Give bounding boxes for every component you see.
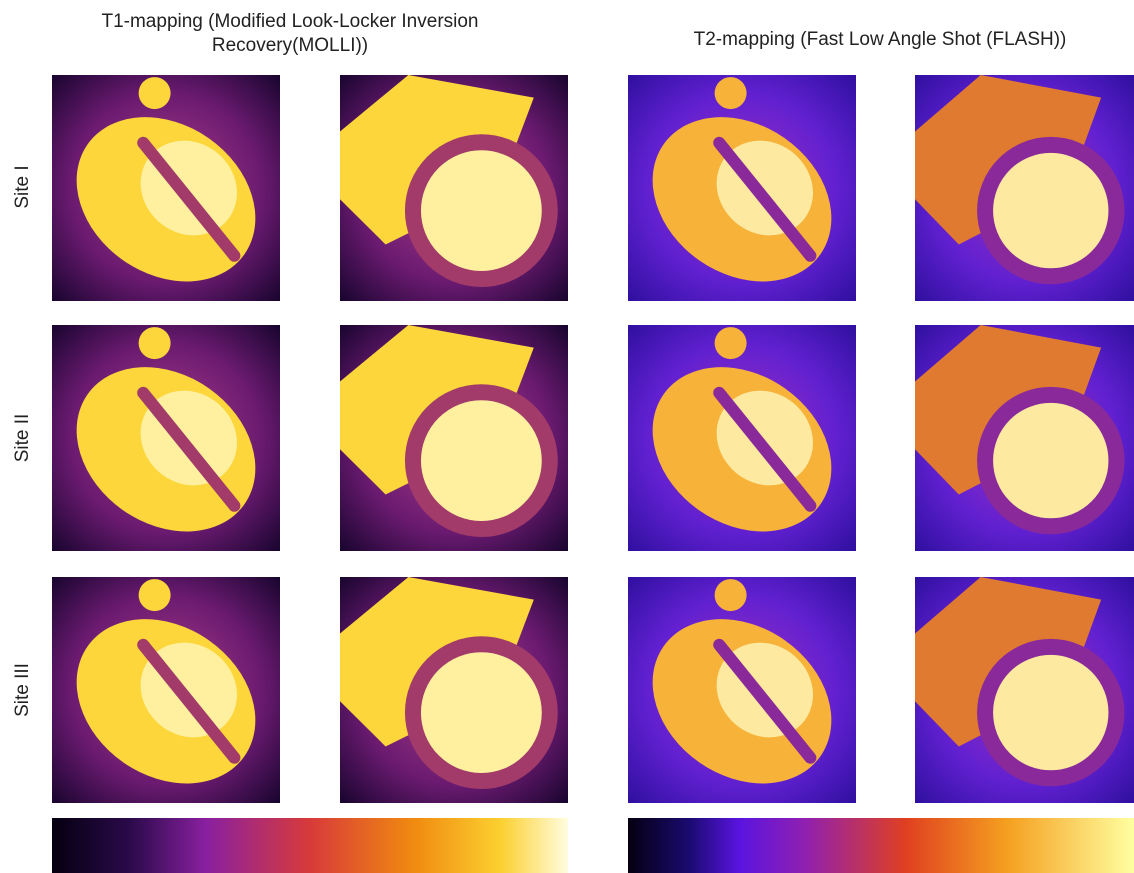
vessel — [138, 579, 171, 612]
row-label: Site II — [12, 414, 33, 463]
septum — [137, 386, 241, 512]
mri-image — [915, 75, 1134, 301]
myocardium — [404, 384, 558, 538]
mri-image — [628, 325, 856, 551]
septum — [713, 638, 817, 764]
mri-image — [340, 75, 568, 301]
colorbar — [628, 818, 1134, 873]
myocardium — [404, 636, 558, 790]
colorbar — [52, 818, 568, 873]
mri-image — [628, 577, 856, 803]
mri-image — [52, 75, 280, 301]
vessel — [714, 327, 747, 360]
vessel — [714, 77, 747, 110]
septum — [137, 136, 241, 262]
septum — [137, 638, 241, 764]
septum — [713, 386, 817, 512]
myocardium — [977, 386, 1125, 535]
mri-image — [52, 325, 280, 551]
row-label: Site III — [12, 663, 33, 717]
vessel — [138, 77, 171, 110]
column-title: Recovery(MOLLI)) — [212, 35, 368, 56]
myocardium — [977, 136, 1125, 285]
myocardium — [977, 638, 1125, 787]
mri-image — [915, 577, 1134, 803]
mri-image — [340, 577, 568, 803]
vessel — [138, 327, 171, 360]
mri-image — [915, 325, 1134, 551]
column-title: T1-mapping (Modified Look-Locker Inversi… — [101, 11, 478, 32]
mri-image — [340, 325, 568, 551]
septum — [713, 136, 817, 262]
mri-image — [52, 577, 280, 803]
myocardium — [404, 134, 558, 288]
row-label: Site I — [12, 165, 33, 208]
mri-image — [628, 75, 856, 301]
vessel — [714, 579, 747, 612]
column-title: T2-mapping (Fast Low Angle Shot (FLASH)) — [694, 29, 1067, 50]
